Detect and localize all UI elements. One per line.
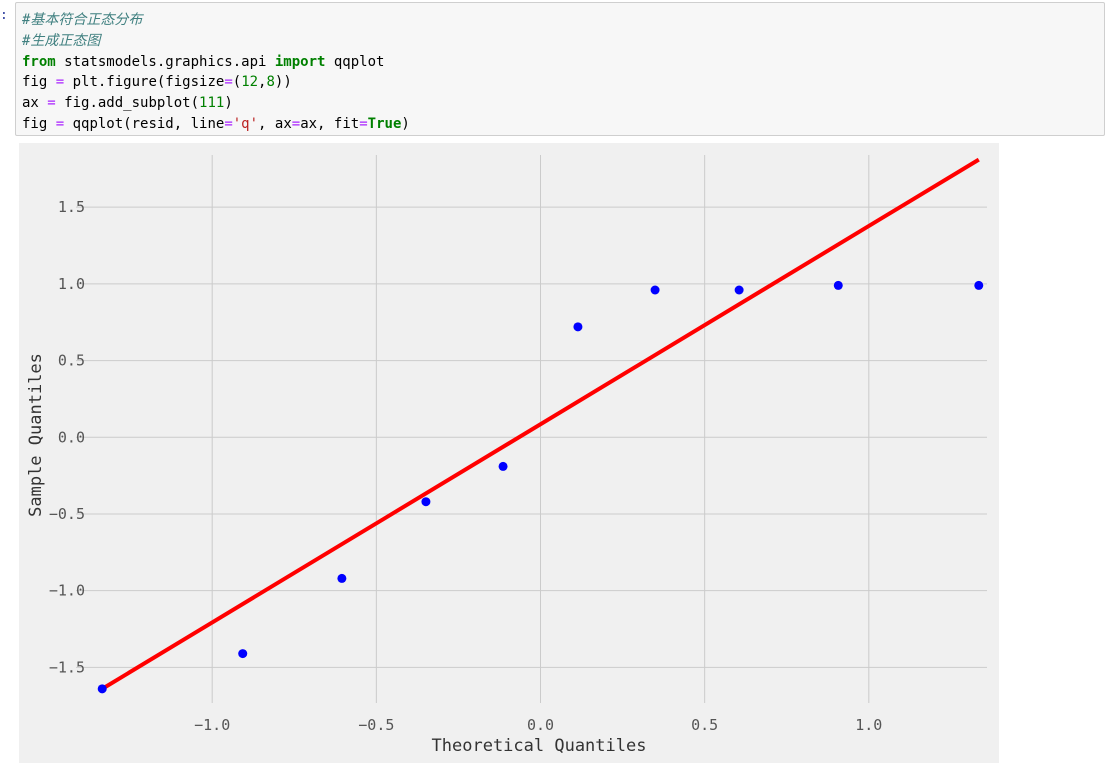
code-token: = <box>359 115 368 132</box>
code-line[interactable]: fig = plt.figure(figsize=(12,8)) <box>22 72 1104 93</box>
data-point <box>974 280 984 290</box>
code-cell[interactable]: #基本符合正态分布 #生成正态图 from statsmodels.graphics… <box>15 2 1105 136</box>
y-tick-label: −1.0 <box>49 582 85 600</box>
x-tick-label: 0.0 <box>527 716 554 734</box>
data-point <box>337 573 347 583</box>
code-token: = <box>55 74 65 91</box>
code-token: ( <box>232 74 242 91</box>
code-token: ax <box>22 95 48 112</box>
x-axis-label: Theoretical Quantiles <box>432 736 647 756</box>
qq-plot-output: −1.0 −0.5 0.0 0.5 1.0 1.5 1.0 0.5 0.0 −0.5 −1.0 −1… <box>19 143 999 763</box>
code-token: qqplot(resid, line <box>64 115 225 132</box>
code-token: fig <box>22 115 56 132</box>
code-token: = <box>291 115 301 132</box>
y-axis-label: Sample Quantiles <box>26 353 46 517</box>
points-group <box>97 280 984 694</box>
code-token: = <box>55 115 65 132</box>
y-tick-label: 0.0 <box>58 428 85 446</box>
code-token: )) <box>274 74 292 91</box>
code-token: import <box>274 53 326 70</box>
x-tick-label: 0.5 <box>691 716 718 734</box>
x-tick-label: −0.5 <box>358 716 394 734</box>
y-tick-label: −1.5 <box>49 658 85 676</box>
code-token: #基本符合正态分布 <box>22 12 143 28</box>
data-point <box>97 684 107 694</box>
data-point <box>238 649 248 659</box>
code-token: , ax <box>258 115 292 132</box>
code-token: True <box>367 115 402 132</box>
code-token: qqplot <box>325 53 385 70</box>
x-tick-label: −1.0 <box>194 716 230 734</box>
cell-prompt: : <box>0 8 8 23</box>
code-token: = <box>224 115 233 132</box>
code-token: fig.add_subplot( <box>55 95 200 112</box>
code-line[interactable]: from statsmodels.graphics.api import qqp… <box>22 52 1104 73</box>
code-token: = <box>224 74 233 91</box>
code-token: from <box>22 53 56 70</box>
code-editor[interactable]: #基本符合正态分布 #生成正态图 from statsmodels.graphics… <box>22 10 1104 135</box>
code-token: 12 <box>241 74 259 91</box>
qq-plot: −1.0 −0.5 0.0 0.5 1.0 1.51.00.50.0−0.5−1.0−1… <box>19 143 999 763</box>
y-tick-label: −0.5 <box>49 505 85 523</box>
code-line[interactable]: #生成正态图 <box>22 31 1104 52</box>
fit-line-group <box>101 157 980 691</box>
code-token: 111 <box>199 95 225 112</box>
x-tick-label: 1.0 <box>855 716 882 734</box>
data-point <box>650 285 660 295</box>
y-tick-labels: 1.5 1.0 0.5 0.0 −0.5 −1.0 −1.5 <box>49 198 85 676</box>
code-token: #生成正态图 <box>22 32 101 49</box>
data-point <box>498 461 508 471</box>
fit-line <box>101 157 980 691</box>
code-token: ax, fit <box>300 115 360 132</box>
code-line[interactable]: fig = qqplot(resid, line='q', ax=ax, fit… <box>22 114 1104 135</box>
y-tick-label: 1.5 <box>58 198 85 216</box>
x-tick-labels: −1.0 −0.5 0.0 0.5 1.0 <box>194 716 882 734</box>
data-point <box>573 322 583 332</box>
code-token: statsmodels.graphics.api <box>55 53 275 70</box>
code-line[interactable]: ax = fig.add_subplot(111) <box>22 93 1104 114</box>
code-token: 8 <box>266 74 275 91</box>
code-token: = <box>47 95 56 112</box>
data-point <box>833 280 843 290</box>
code-token: ) <box>401 115 410 132</box>
code-token: ) <box>224 95 233 112</box>
code-token: , <box>258 74 267 91</box>
y-tick-label: 1.0 <box>58 275 85 293</box>
code-line[interactable]: #基本符合正态分布 <box>22 10 1104 31</box>
code-token: plt.figure(figsize <box>64 74 225 91</box>
code-token: 'q' <box>232 115 259 132</box>
data-point <box>421 497 431 507</box>
data-point <box>734 285 744 295</box>
y-tick-label: 0.5 <box>58 352 85 370</box>
code-token: fig <box>22 74 56 91</box>
